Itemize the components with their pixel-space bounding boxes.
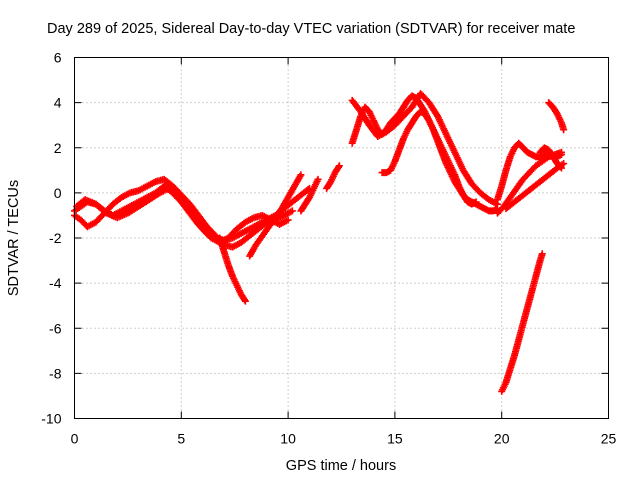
chart-title: Day 289 of 2025, Sidereal Day-to-day VTE… xyxy=(47,21,575,37)
y-tick-label: -6 xyxy=(49,320,62,336)
plot-frame xyxy=(74,57,609,419)
data-point xyxy=(556,163,564,171)
data-point xyxy=(472,198,480,206)
x-tick-label: 20 xyxy=(494,431,510,447)
x-tick-label: 25 xyxy=(601,431,617,447)
y-tick-label: -8 xyxy=(49,365,62,381)
data-point xyxy=(297,171,305,179)
y-tick-label: -4 xyxy=(49,275,62,291)
data-point xyxy=(558,151,566,159)
y-tick-label: 6 xyxy=(54,50,62,66)
data-point xyxy=(558,164,566,172)
y-tick-label: -2 xyxy=(49,230,62,246)
y-tick-label: 0 xyxy=(54,185,62,201)
data-point xyxy=(314,175,322,183)
data-point xyxy=(288,207,296,215)
data-point xyxy=(241,297,249,305)
data-point xyxy=(335,163,343,171)
y-tick-label: 4 xyxy=(54,95,62,111)
data-point xyxy=(560,126,568,134)
data-point xyxy=(284,216,292,224)
data-point xyxy=(335,162,343,170)
data-point xyxy=(538,250,546,258)
y-tick-label: -10 xyxy=(41,411,61,427)
x-tick-label: 15 xyxy=(387,431,403,447)
x-tick-label: 5 xyxy=(177,431,185,447)
data-point xyxy=(241,296,249,304)
data-points xyxy=(71,90,568,395)
y-axis-label: SDTVAR / TECUs xyxy=(6,180,22,296)
data-point xyxy=(560,160,568,168)
grid xyxy=(74,57,609,419)
x-tick-label: 10 xyxy=(280,431,296,447)
y-tick-label: 2 xyxy=(54,140,62,156)
x-tick-label: 0 xyxy=(71,431,79,447)
axis-ticks: 0 5 10 15 20 25 -10 -8 -6 -4 -2 0 2 4 6 xyxy=(41,50,616,447)
x-axis-label: GPS time / hours xyxy=(286,458,396,474)
